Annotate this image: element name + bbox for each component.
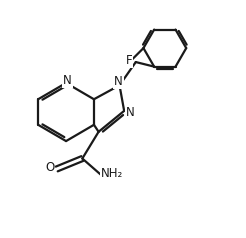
- Text: N: N: [126, 105, 135, 119]
- Text: NH₂: NH₂: [101, 167, 123, 180]
- Text: F: F: [126, 54, 132, 67]
- Text: N: N: [114, 75, 123, 88]
- Text: O: O: [45, 161, 54, 174]
- Text: N: N: [63, 74, 72, 87]
